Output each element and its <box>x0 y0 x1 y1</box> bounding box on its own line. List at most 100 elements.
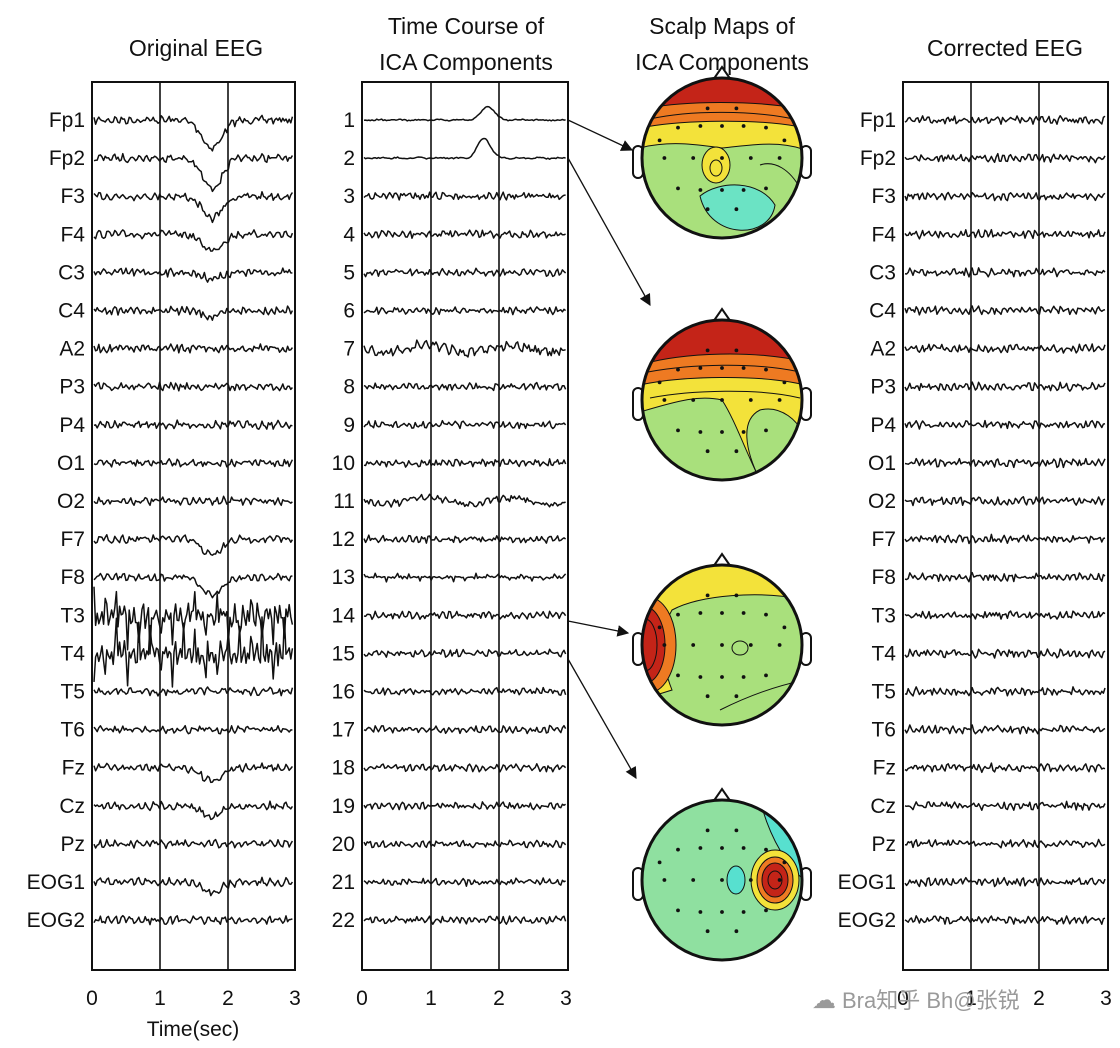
component-trace-14 <box>363 610 567 621</box>
electrode-dot <box>662 878 667 882</box>
electrode-dot <box>720 188 724 192</box>
corrected-trace-pz <box>904 838 1106 849</box>
component-label-22: 22 <box>332 909 355 932</box>
electrode-dot <box>720 398 724 402</box>
scalp-map-3 <box>632 552 812 727</box>
electrode-dot <box>764 673 768 678</box>
electrode-dot <box>734 694 739 699</box>
timecourse-x-tick-0: 0 <box>356 987 368 1010</box>
component-trace-3 <box>363 191 566 201</box>
electrode-dot <box>741 366 746 370</box>
electrode-dot <box>705 207 710 212</box>
electrode-dot <box>782 860 787 865</box>
electrode-dot <box>734 348 739 353</box>
corrected-label-fz: Fz <box>873 757 896 780</box>
corrected-label-o1: O1 <box>868 452 896 475</box>
original-trace-fp1 <box>93 114 294 152</box>
electrode-dot <box>720 124 724 128</box>
electrode-dot <box>720 910 724 914</box>
electrode-dot <box>662 398 667 402</box>
corrected-trace-a2 <box>904 343 1106 354</box>
original-label-f4: F4 <box>60 223 85 246</box>
corrected-trace-p4 <box>904 419 1106 430</box>
original-trace-c3 <box>93 267 293 283</box>
electrode-dot <box>777 878 782 882</box>
component-label-7: 7 <box>343 338 355 361</box>
component-trace-7 <box>363 339 566 358</box>
corrected-label-a2: A2 <box>870 338 896 361</box>
corrected-label-t3: T3 <box>871 604 896 627</box>
corrected-trace-f4 <box>904 228 1106 240</box>
corrected-trace-c4 <box>904 305 1106 316</box>
electrode-dot <box>741 675 746 679</box>
electrode-dot <box>691 398 696 402</box>
corrected-x-tick-2: 2 <box>1033 987 1045 1010</box>
electrode-dot <box>698 188 703 192</box>
timecourse-x-tick-1: 1 <box>425 987 437 1010</box>
component-trace-9 <box>363 419 567 430</box>
original-label-pz: Pz <box>60 833 85 856</box>
electrode-dot <box>705 929 710 934</box>
original-x-tick-2: 2 <box>222 987 234 1010</box>
original-trace-fz <box>93 762 293 784</box>
corrected-label-fp2: Fp2 <box>860 147 896 170</box>
component-trace-18 <box>363 763 567 773</box>
original-eeg-panel: Fp1 Fp2 F3 F4 C3 C4 A2 P3 P4 O1 O2 F7 F8 T3 T4 T5 T6 Fz Cz… <box>27 81 296 971</box>
electrode-dot <box>764 186 768 191</box>
electrode-dot <box>748 156 753 160</box>
original-label-fz: Fz <box>62 757 85 780</box>
corrected-label-f4: F4 <box>871 223 896 246</box>
head-outline-3 <box>640 563 804 727</box>
electrode-dot <box>676 186 680 191</box>
electrode-dot <box>720 846 724 850</box>
corrected-x-tick-0: 0 <box>897 987 909 1010</box>
original-x-tick-0: 0 <box>86 987 98 1010</box>
electrode-dot <box>698 611 703 615</box>
component-label-15: 15 <box>332 642 355 665</box>
head-outline-1 <box>640 76 804 240</box>
original-eeg-frame <box>91 81 296 971</box>
original-trace-f8 <box>93 572 293 599</box>
timecourse-x-tick-2: 2 <box>493 987 505 1010</box>
electrode-dot <box>720 878 724 882</box>
corrected-label-pz: Pz <box>871 833 896 856</box>
component-label-19: 19 <box>332 795 355 818</box>
original-label-f8: F8 <box>60 566 85 589</box>
original-label-f3: F3 <box>60 185 85 208</box>
electrode-dot <box>741 910 746 914</box>
electrode-dot <box>777 643 782 647</box>
original-trace-p4 <box>93 419 293 430</box>
electrode-dot <box>720 430 724 434</box>
map-contour-2a <box>647 364 801 373</box>
electrode-dot <box>705 593 710 598</box>
electrode-dot <box>764 428 768 433</box>
electrode-dot <box>734 449 739 454</box>
original-eeg-title: Original EEG <box>129 35 263 61</box>
component-arrows <box>567 119 651 780</box>
corrected-label-f8: F8 <box>871 566 896 589</box>
timecourse-title-line2: ICA Components <box>379 49 553 75</box>
original-trace-o2 <box>93 495 293 507</box>
original-x-tick-1: 1 <box>154 987 166 1010</box>
original-label-o2: O2 <box>57 490 85 513</box>
component-trace-16 <box>363 686 567 696</box>
component-trace-6 <box>363 306 567 316</box>
component-label-6: 6 <box>343 300 355 323</box>
component-trace-21 <box>363 877 566 887</box>
original-trace-fp2 <box>93 152 294 193</box>
corrected-label-t6: T6 <box>871 719 896 742</box>
component-label-5: 5 <box>343 261 355 284</box>
corrected-x-axis: 0 1 2 3 <box>897 987 1112 1010</box>
arrow-component-15-to-map-4 <box>567 658 637 780</box>
component-label-10: 10 <box>332 452 355 475</box>
component-trace-11 <box>363 493 566 508</box>
corrected-trace-f3 <box>904 191 1106 202</box>
corrected-x-tick-3: 3 <box>1100 987 1112 1010</box>
electrode-dot <box>676 908 680 913</box>
corrected-label-c3: C3 <box>869 261 896 284</box>
original-label-c3: C3 <box>58 261 85 284</box>
electrode-dot <box>748 643 753 647</box>
electrode-dot <box>764 847 768 852</box>
electrode-dot <box>764 367 768 372</box>
